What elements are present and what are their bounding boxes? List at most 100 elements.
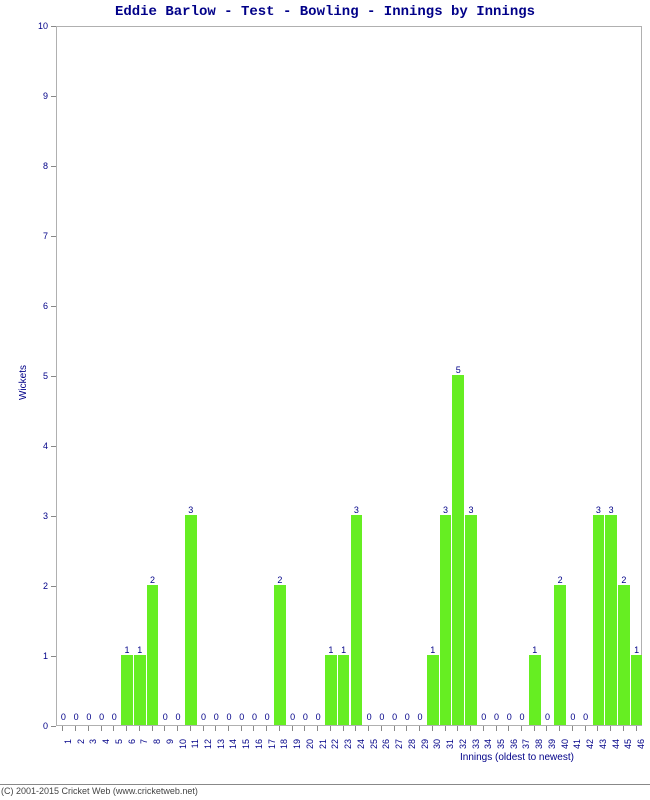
bar-value-label: 0 (481, 712, 486, 722)
x-tick-label: 19 (292, 739, 302, 749)
bar-value-label: 1 (634, 645, 639, 655)
bar (440, 515, 452, 725)
x-tick-mark (508, 726, 509, 731)
bar (325, 655, 337, 725)
bar-value-label: 0 (252, 712, 257, 722)
y-tick-mark (51, 236, 56, 237)
x-tick-label: 4 (101, 739, 111, 744)
bar-value-label: 1 (341, 645, 346, 655)
bar-value-label: 3 (609, 505, 614, 515)
bar-value-label: 0 (163, 712, 168, 722)
bar (452, 375, 464, 725)
bar-value-label: 2 (150, 575, 155, 585)
x-tick-mark (292, 726, 293, 731)
x-tick-mark (585, 726, 586, 731)
x-tick-label: 36 (509, 739, 519, 749)
bar-value-label: 0 (507, 712, 512, 722)
x-tick-mark (228, 726, 229, 731)
x-tick-label: 22 (330, 739, 340, 749)
bar-value-label: 0 (392, 712, 397, 722)
bar (605, 515, 617, 725)
bar-value-label: 0 (290, 712, 295, 722)
x-tick-label: 40 (560, 739, 570, 749)
bar-value-label: 0 (583, 712, 588, 722)
x-tick-mark (496, 726, 497, 731)
bar-value-label: 0 (99, 712, 104, 722)
x-tick-mark (470, 726, 471, 731)
x-tick-mark (190, 726, 191, 731)
x-tick-mark (406, 726, 407, 731)
x-tick-mark (432, 726, 433, 731)
x-tick-label: 43 (598, 739, 608, 749)
y-tick-mark (51, 446, 56, 447)
x-tick-mark (343, 726, 344, 731)
x-tick-label: 10 (178, 739, 188, 749)
x-tick-mark (546, 726, 547, 731)
y-tick-mark (51, 96, 56, 97)
bar-value-label: 5 (456, 365, 461, 375)
bar-value-label: 1 (137, 645, 142, 655)
bar-value-label: 1 (532, 645, 537, 655)
copyright-text: (C) 2001-2015 Cricket Web (www.cricketwe… (1, 786, 198, 796)
x-tick-label: 44 (611, 739, 621, 749)
x-tick-label: 12 (203, 739, 213, 749)
x-tick-label: 31 (445, 739, 455, 749)
bar-value-label: 0 (201, 712, 206, 722)
x-tick-label: 25 (369, 739, 379, 749)
y-tick-label: 0 (26, 721, 48, 731)
bar-value-label: 3 (188, 505, 193, 515)
bar-value-label: 1 (430, 645, 435, 655)
y-tick-mark (51, 376, 56, 377)
x-tick-mark (113, 726, 114, 731)
y-tick-mark (51, 656, 56, 657)
x-tick-mark (381, 726, 382, 731)
bar (185, 515, 197, 725)
x-tick-mark (75, 726, 76, 731)
bar-value-label: 2 (621, 575, 626, 585)
bar-value-label: 1 (125, 645, 130, 655)
x-tick-label: 2 (76, 739, 86, 744)
x-tick-mark (253, 726, 254, 731)
bar-value-label: 0 (379, 712, 384, 722)
y-tick-label: 1 (26, 651, 48, 661)
x-tick-label: 32 (458, 739, 468, 749)
bar-value-label: 0 (494, 712, 499, 722)
x-tick-mark (279, 726, 280, 731)
x-tick-label: 38 (534, 739, 544, 749)
x-tick-mark (139, 726, 140, 731)
x-tick-label: 29 (420, 739, 430, 749)
x-tick-label: 46 (636, 739, 646, 749)
x-tick-label: 37 (521, 739, 531, 749)
y-tick-label: 8 (26, 161, 48, 171)
bar-value-label: 2 (558, 575, 563, 585)
x-tick-mark (304, 726, 305, 731)
bar-value-label: 0 (214, 712, 219, 722)
y-tick-label: 2 (26, 581, 48, 591)
x-tick-label: 13 (216, 739, 226, 749)
bar-value-label: 0 (545, 712, 550, 722)
y-axis-label: Wickets (18, 365, 29, 400)
bar-value-label: 0 (367, 712, 372, 722)
x-tick-label: 15 (241, 739, 251, 749)
x-tick-label: 1 (63, 739, 73, 744)
y-tick-label: 9 (26, 91, 48, 101)
x-tick-mark (355, 726, 356, 731)
x-tick-mark (126, 726, 127, 731)
x-tick-mark (521, 726, 522, 731)
x-tick-label: 23 (343, 739, 353, 749)
y-tick-label: 7 (26, 231, 48, 241)
x-tick-mark (62, 726, 63, 731)
x-tick-mark (445, 726, 446, 731)
bar-value-label: 3 (354, 505, 359, 515)
bar (465, 515, 477, 725)
x-tick-mark (88, 726, 89, 731)
x-tick-label: 18 (279, 739, 289, 749)
bar (338, 655, 350, 725)
bar-value-label: 0 (61, 712, 66, 722)
bar-value-label: 0 (86, 712, 91, 722)
bar-value-label: 2 (277, 575, 282, 585)
x-tick-label: 30 (432, 739, 442, 749)
bar-value-label: 0 (316, 712, 321, 722)
bar-value-label: 0 (239, 712, 244, 722)
bar (427, 655, 439, 725)
